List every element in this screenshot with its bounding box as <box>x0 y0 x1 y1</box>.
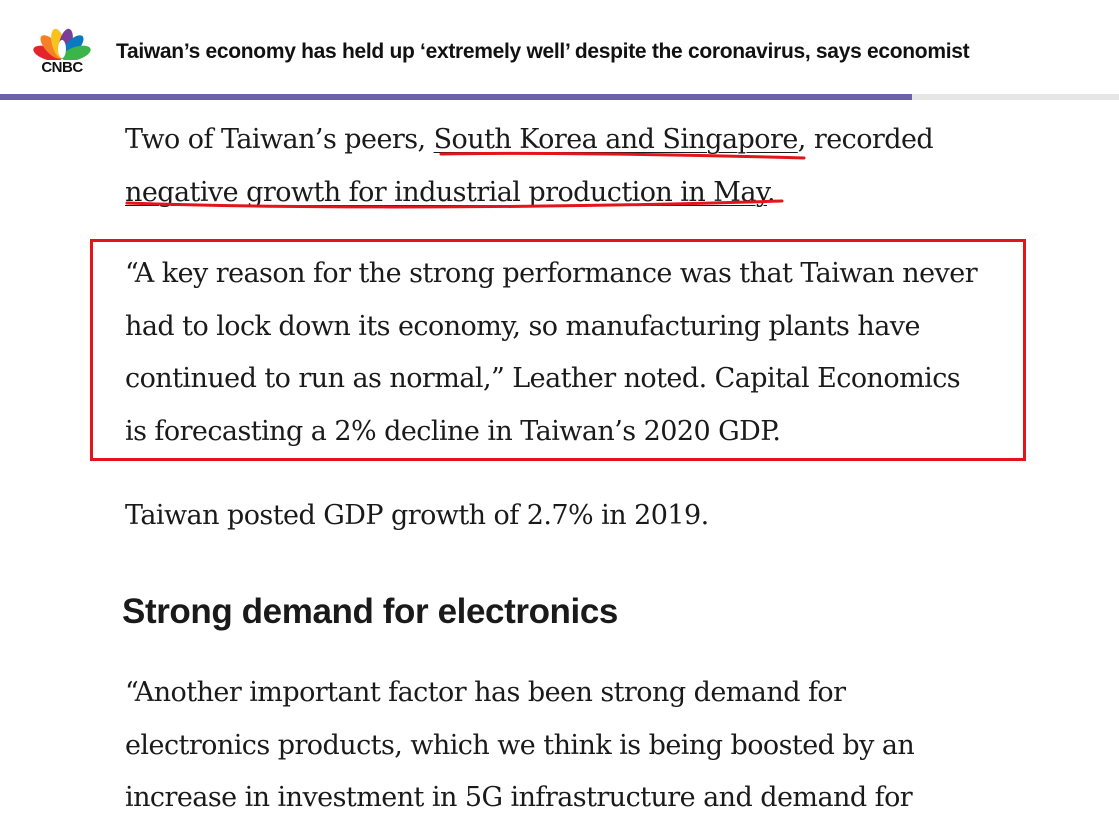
paragraph-line: Two of Taiwan’s peers, South Korea and S… <box>125 114 1025 167</box>
paragraph-text: . <box>767 176 776 208</box>
paragraph-line: negative growth for industrial productio… <box>125 167 1025 220</box>
header-article-title: Taiwan’s economy has held up ‘extremely … <box>116 40 970 63</box>
link-south-korea-singapore[interactable]: South Korea and Singapore <box>433 124 799 155</box>
paragraph-line: had to lock down its economy, so manufac… <box>125 310 920 342</box>
paragraph-text: , recorded <box>797 124 934 155</box>
reading-progress-fill <box>0 94 912 100</box>
logo-wordmark: CNBC <box>41 59 83 76</box>
paragraph-line: increase in investment in 5G infrastruct… <box>125 782 913 813</box>
article-paragraph-quote: “Another important factor has been stron… <box>125 667 1025 817</box>
paragraph-line: “A key reason for the strong performance… <box>125 258 978 289</box>
paragraph-line: Taiwan posted GDP growth of 2.7% in 2019… <box>125 500 709 531</box>
paragraph-line: “Another important factor has been stron… <box>125 677 846 708</box>
cnbc-peacock-icon <box>33 28 91 60</box>
reading-progress-bar <box>0 94 1119 100</box>
article-paragraph: Taiwan posted GDP growth of 2.7% in 2019… <box>125 490 1025 543</box>
paragraph-line: is forecasting a 2% decline in Taiwan’s … <box>125 415 781 447</box>
paragraph-line: continued to run as normal,” Leather not… <box>125 363 961 394</box>
highlight-box-annotation <box>90 239 1026 461</box>
link-negative-growth-industrial-production[interactable]: negative growth for industrial productio… <box>125 176 768 208</box>
section-heading: Strong demand for electronics <box>122 592 618 631</box>
sticky-header: CNBC Taiwan’s economy has held up ‘extre… <box>0 0 1119 94</box>
cnbc-logo[interactable]: CNBC <box>25 18 99 78</box>
article-paragraph: Two of Taiwan’s peers, South Korea and S… <box>125 114 1025 219</box>
paragraph-line: electronics products, which we think is … <box>125 729 915 761</box>
article-paragraph-quote: “A key reason for the strong performance… <box>125 248 1025 458</box>
paragraph-text: Two of Taiwan’s peers, <box>125 124 434 155</box>
